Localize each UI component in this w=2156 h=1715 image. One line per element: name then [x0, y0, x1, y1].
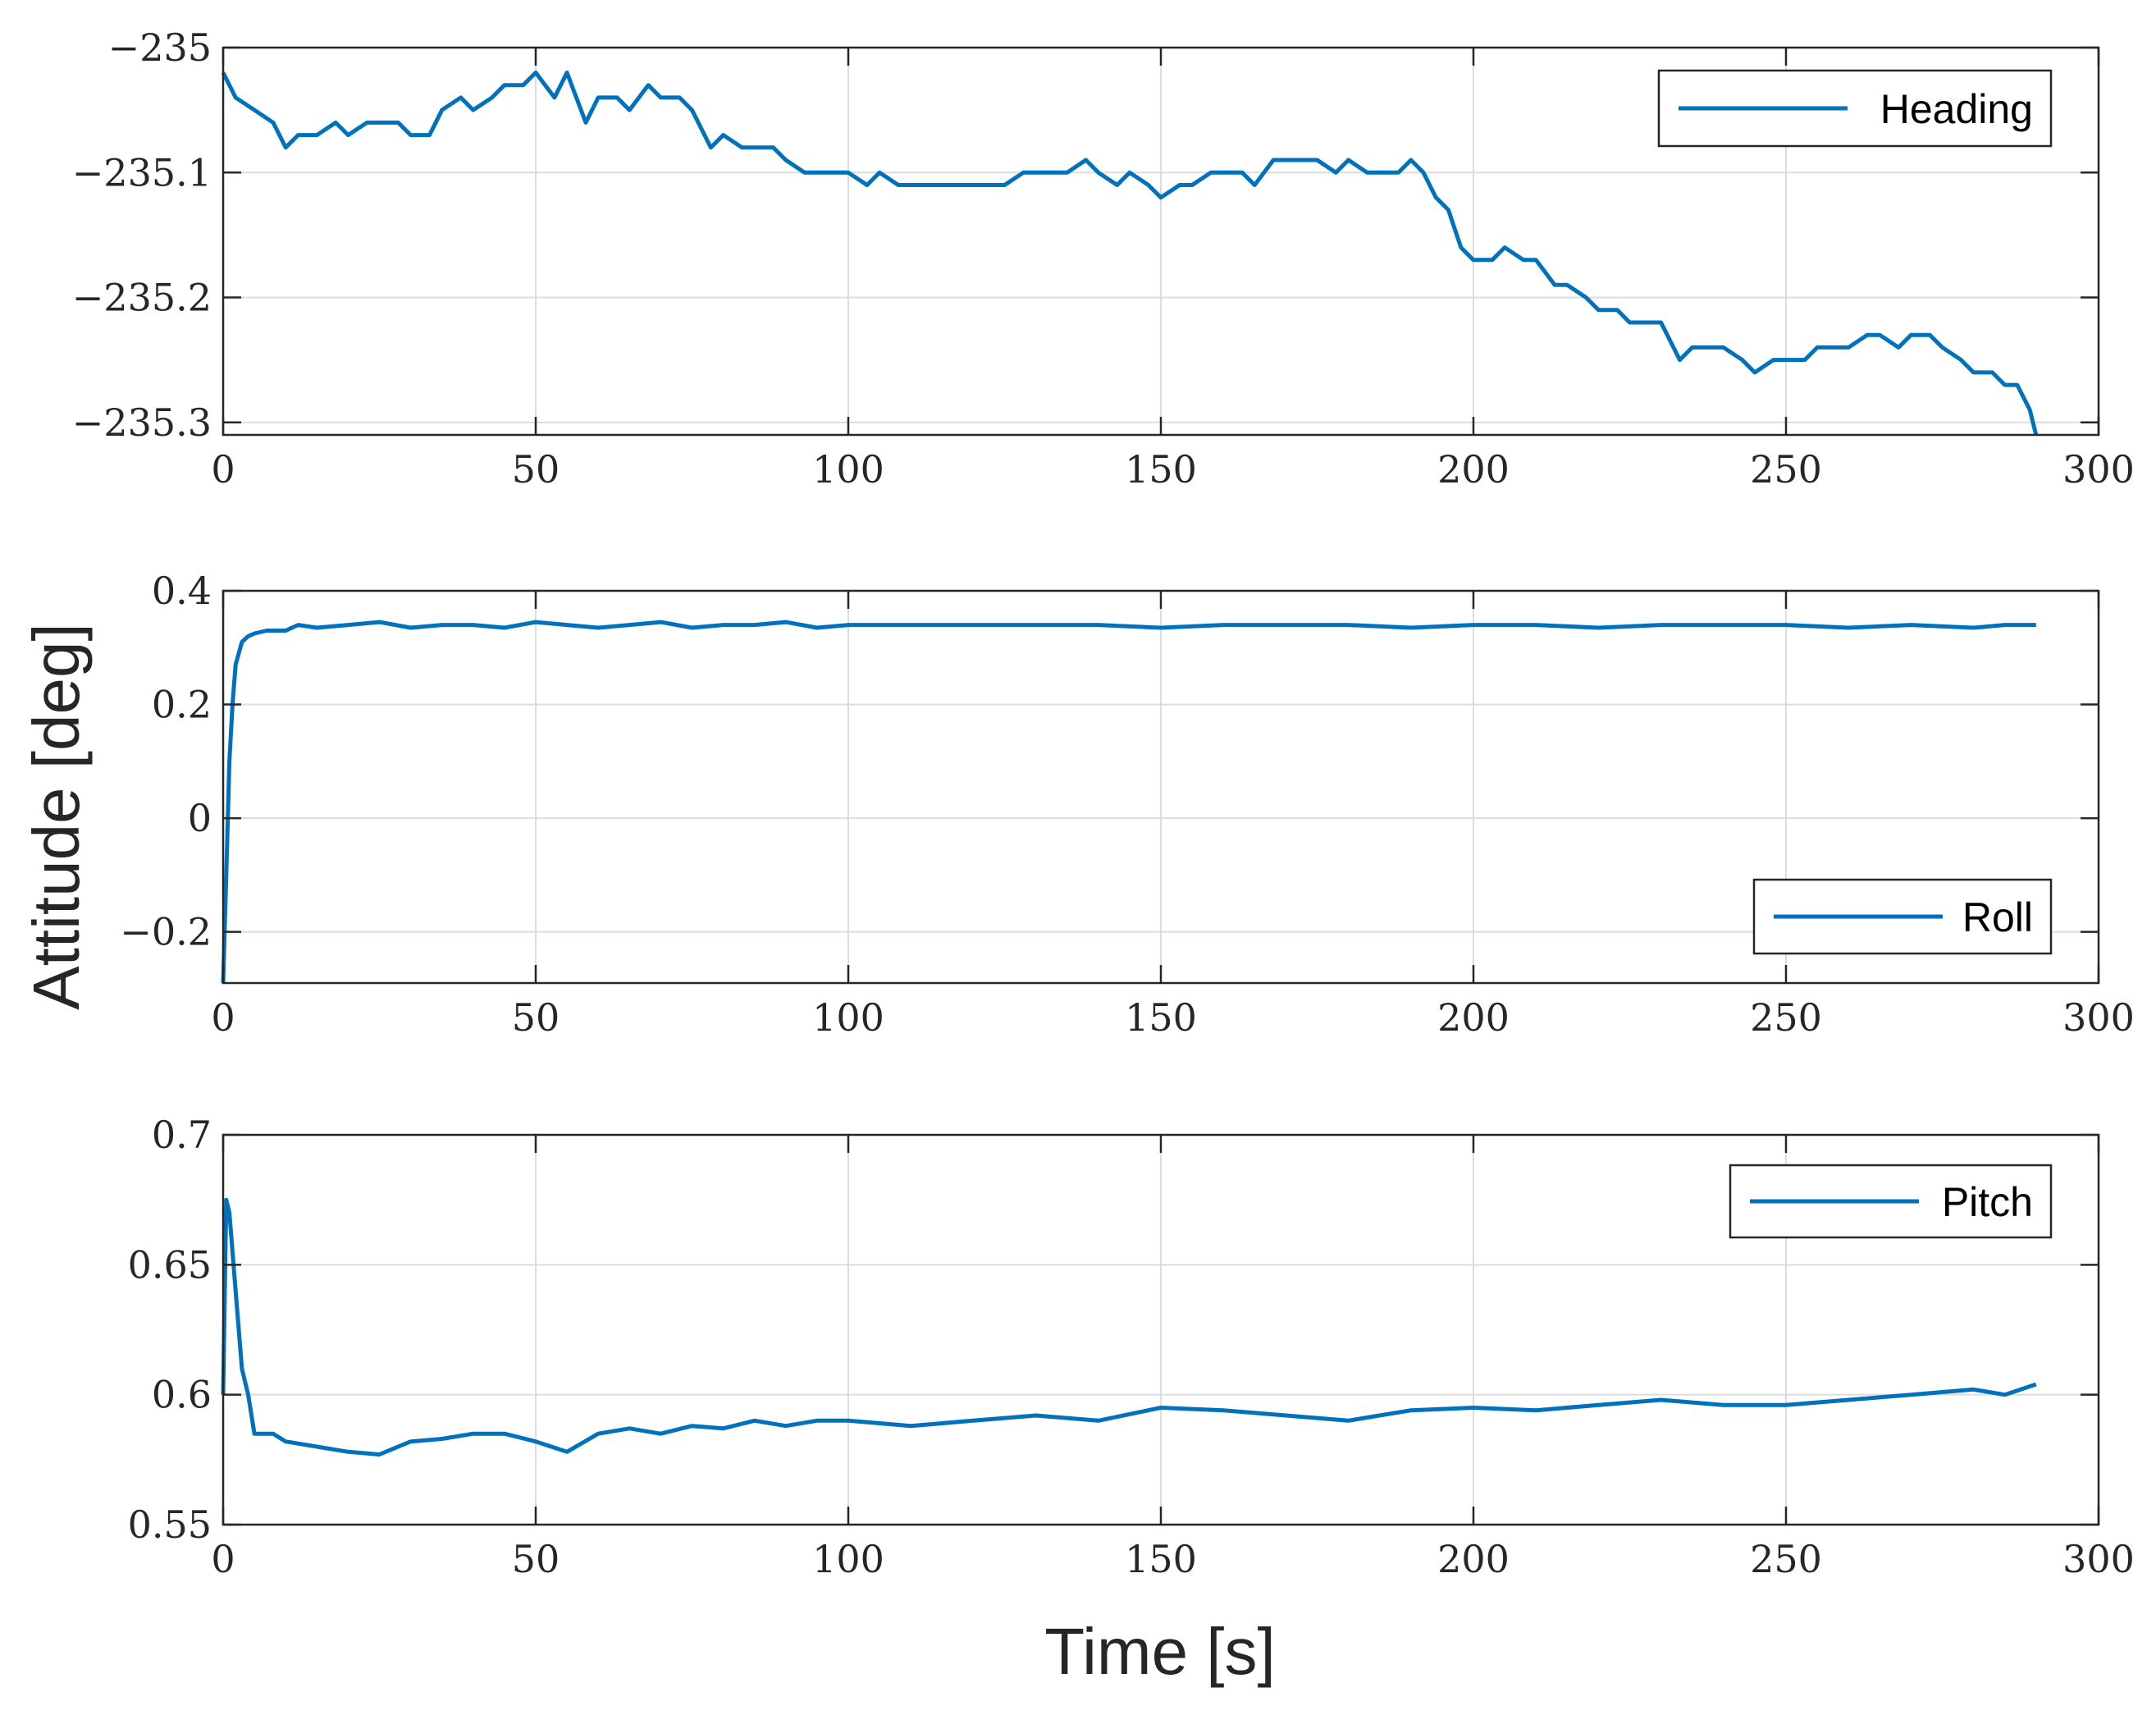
y-tick-label: 0.4 — [152, 569, 212, 613]
series-line-heading — [221, 71, 2039, 436]
y-tick-label: 0.55 — [128, 1502, 212, 1547]
x-tick-label: 250 — [1750, 1537, 1822, 1581]
legend-label: Pitch — [1942, 1179, 2033, 1225]
x-tick-label: 200 — [1437, 447, 1510, 492]
x-axis-label: Time [s] — [1044, 1615, 1275, 1688]
legend: Roll — [1752, 878, 2053, 955]
x-tick-label: 0 — [211, 447, 235, 492]
y-tick-label: 0 — [188, 796, 212, 840]
legend-label: Roll — [1962, 894, 2033, 940]
y-tick-label: −0.2 — [120, 910, 212, 954]
series-line-roll — [221, 620, 2036, 984]
x-tick-label: 100 — [812, 447, 884, 492]
y-tick-label: 0.2 — [152, 683, 212, 727]
panel-1: 0 50 100 150 200 250 300 −0.2 0 0.2 0.4 Roll — [120, 569, 2135, 1040]
y-tick-label: −235.1 — [72, 150, 212, 194]
series-line-pitch — [221, 1197, 2037, 1457]
x-tick-label: 150 — [1125, 447, 1197, 492]
x-tick-label: 0 — [211, 995, 235, 1040]
x-tick-label: 50 — [512, 995, 560, 1040]
legend: Pitch — [1729, 1164, 2053, 1239]
legend: Heading — [1657, 69, 2053, 148]
panel-0: 0 50 100 150 200 250 300 −235.3 −235.2 −235.1 −235… — [72, 25, 2135, 492]
y-tick-label: −235.3 — [72, 400, 212, 445]
x-tick-label: 150 — [1125, 1537, 1197, 1581]
x-tick-label: 200 — [1437, 1537, 1510, 1581]
x-tick-label: 300 — [2062, 1537, 2135, 1581]
panels: 0 50 100 150 200 250 300 −235.3 −235.2 −235.1 −235… — [72, 25, 2135, 1581]
x-tick-label: 100 — [812, 1537, 884, 1581]
x-tick-label: 200 — [1437, 995, 1510, 1040]
x-tick-label: 250 — [1750, 995, 1822, 1040]
y-tick-label: 0.7 — [152, 1113, 212, 1157]
x-tick-label: 250 — [1750, 447, 1822, 492]
x-tick-label: 300 — [2062, 447, 2135, 492]
legend-label: Heading — [1880, 86, 2033, 132]
x-tick-label: 150 — [1125, 995, 1197, 1040]
x-tick-label: 50 — [512, 1537, 560, 1581]
x-tick-label: 300 — [2062, 995, 2135, 1040]
x-tick-label: 100 — [812, 995, 884, 1040]
x-tick-label: 50 — [512, 447, 560, 492]
y-axis-label: Attitude [deg] — [20, 623, 93, 1009]
y-tick-label: −235 — [108, 25, 212, 70]
x-tick-label: 0 — [211, 1537, 235, 1581]
y-tick-label: −235.2 — [72, 276, 212, 320]
y-tick-label: 0.6 — [152, 1373, 212, 1417]
y-tick-label: 0.65 — [128, 1242, 212, 1287]
panel-2: 0 50 100 150 200 250 300 0.55 0.6 0.65 0.7 Pitch — [128, 1113, 2135, 1581]
